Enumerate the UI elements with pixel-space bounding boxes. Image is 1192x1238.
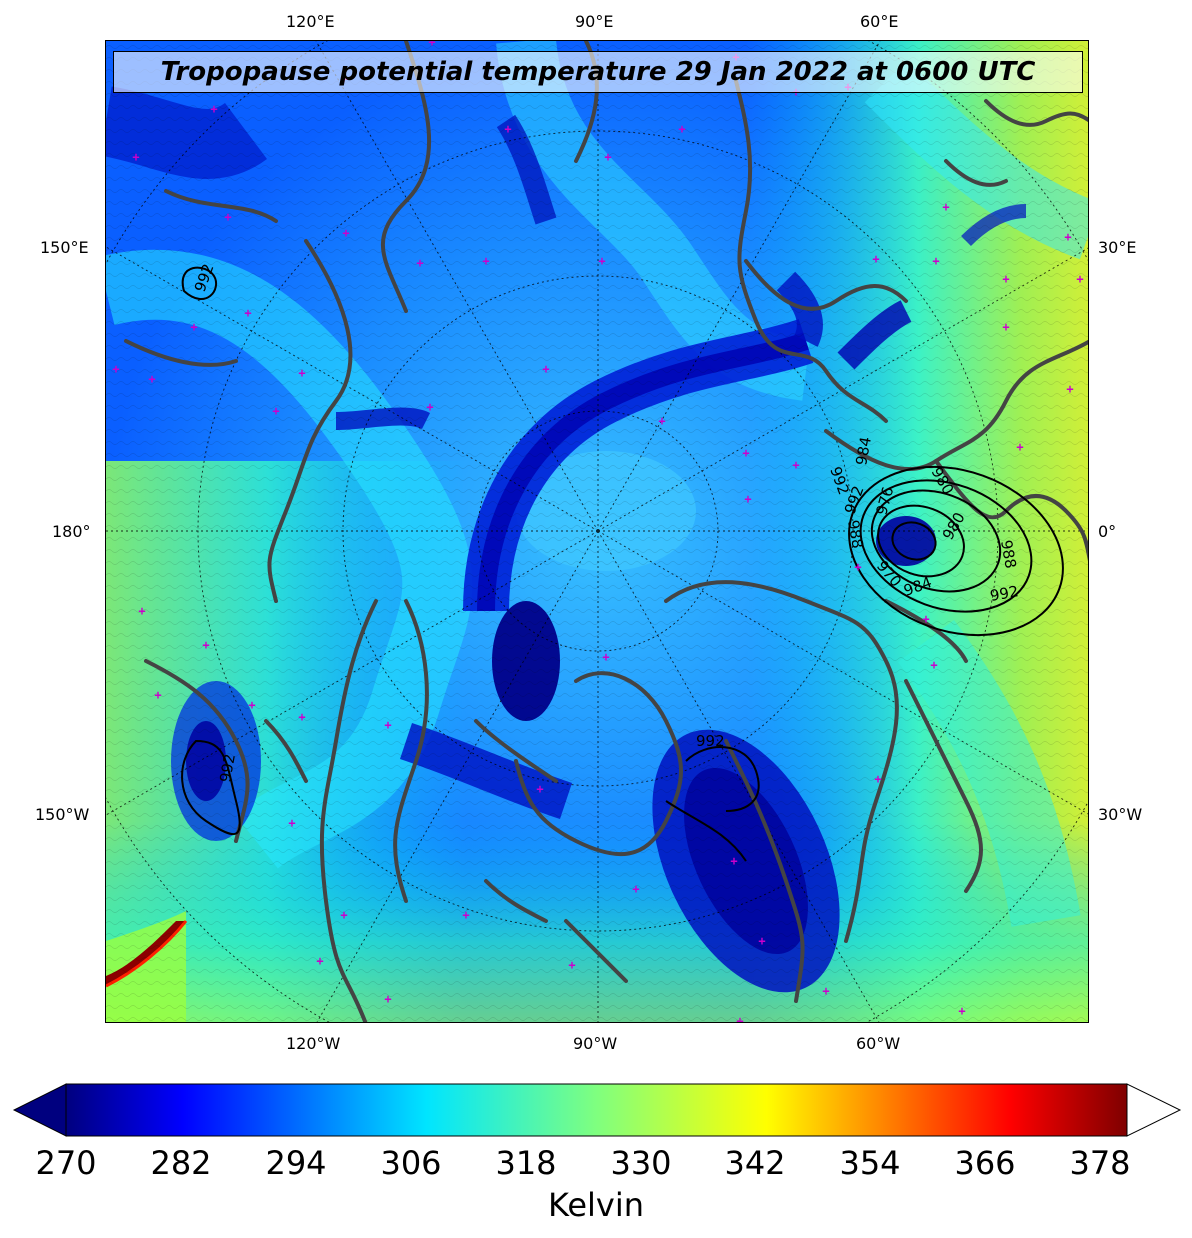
svg-text:+: + [598,254,605,268]
svg-text:+: + [1016,440,1023,454]
svg-text:+: + [426,400,433,414]
lon-label-bottom-120w: 120°W [286,1034,341,1053]
svg-text:+: + [744,492,751,506]
colorbar-label: Kelvin [547,1186,645,1224]
svg-text:+: + [298,710,305,724]
svg-text:+: + [132,150,139,164]
colorbar [12,1083,1182,1137]
svg-text:+: + [298,366,305,380]
svg-text:+: + [742,446,749,460]
svg-text:+: + [340,908,347,922]
svg-text:+: + [758,934,765,948]
lon-label-right-30w: 30°W [1098,805,1143,824]
colorbar-tick-270: 270 [35,1144,97,1182]
svg-text:+: + [316,954,323,968]
svg-text:+: + [602,650,609,664]
pressure-label-3: 992 [696,732,725,750]
svg-text:+: + [568,958,575,972]
pressure-label-2: 992 [216,752,239,783]
svg-text:+: + [658,414,665,428]
svg-text:+: + [604,150,611,164]
svg-text:+: + [736,1014,743,1023]
svg-text:+: + [342,226,349,240]
title-box: Tropopause potential temperature 29 Jan … [113,51,1083,93]
pressure-label-5: 988 [844,519,867,550]
svg-text:+: + [958,1004,965,1018]
svg-text:+: + [854,560,861,574]
colorbar-tick-354: 354 [839,1144,901,1182]
svg-text:+: + [416,256,423,270]
pressure-label-12: 988 [997,539,1020,570]
svg-text:+: + [922,612,929,626]
lon-label-right-30e: 30°E [1098,238,1137,257]
lon-label-bottom-90w: 90°W [573,1034,618,1053]
svg-text:+: + [148,372,155,386]
svg-text:+: + [272,404,279,418]
colorbar-tick-282: 282 [150,1144,212,1182]
lon-label-right-0: 0° [1098,522,1117,541]
svg-text:+: + [384,718,391,732]
svg-text:+: + [678,122,685,136]
svg-text:+: + [202,638,209,652]
svg-text:+: + [112,362,119,376]
svg-text:+: + [1066,382,1073,396]
svg-text:+: + [542,362,549,376]
lon-label-left-180: 180° [52,522,91,541]
svg-text:+: + [154,688,161,702]
svg-text:+: + [288,816,295,830]
svg-text:+: + [792,458,799,472]
lon-label-top-60e: 60°E [860,12,899,31]
svg-text:+: + [536,782,543,796]
svg-text:+: + [384,992,391,1006]
tropopause-theta-map: 992 992 992 992 988 984 980 976 970 980 … [106,41,1088,1023]
svg-text:+: + [462,908,469,922]
lon-label-left-150e: 150°E [40,238,89,257]
lon-label-bottom-60w: 60°W [856,1034,901,1053]
colorbar-tick-294: 294 [265,1144,327,1182]
svg-text:+: + [504,122,511,136]
svg-text:+: + [1002,320,1009,334]
colorbar-tick-306: 306 [380,1144,442,1182]
svg-text:+: + [244,306,251,320]
svg-text:+: + [1002,272,1009,286]
svg-text:+: + [428,41,435,49]
map-title: Tropopause potential temperature 29 Jan … [160,57,1036,87]
svg-text:+: + [942,200,949,214]
colorbar-gradient [65,1083,1128,1137]
colorbar-tick-378: 378 [1069,1144,1131,1182]
map-panel: 992 992 992 992 988 984 980 976 970 980 … [105,40,1089,1023]
colorbar-upper-extension [1126,1083,1182,1137]
svg-text:+: + [930,658,937,672]
svg-text:+: + [730,854,737,868]
colorbar-tick-318: 318 [495,1144,557,1182]
svg-text:+: + [224,210,231,224]
colorbar-tick-330: 330 [610,1144,672,1182]
svg-text:+: + [932,254,939,268]
svg-text:+: + [1064,230,1071,244]
pressure-label-6: 984 [852,435,875,466]
colorbar-lower-extension [12,1083,67,1137]
svg-text:+: + [1076,272,1083,286]
svg-text:+: + [138,604,145,618]
lon-label-top-90e: 90°E [575,12,614,31]
svg-text:+: + [210,102,217,116]
colorbar-tick-366: 366 [954,1144,1016,1182]
svg-text:+: + [632,882,639,896]
svg-text:+: + [872,252,879,266]
colorbar-tick-342: 342 [724,1144,786,1182]
svg-text:+: + [822,984,829,998]
pressure-label-13: 992 [989,582,1020,605]
lon-label-left-150w: 150°W [35,805,90,824]
svg-text:+: + [190,320,197,334]
svg-text:+: + [874,772,881,786]
svg-text:+: + [482,254,489,268]
svg-text:+: + [248,698,255,712]
lon-label-top-120e: 120°E [286,12,335,31]
